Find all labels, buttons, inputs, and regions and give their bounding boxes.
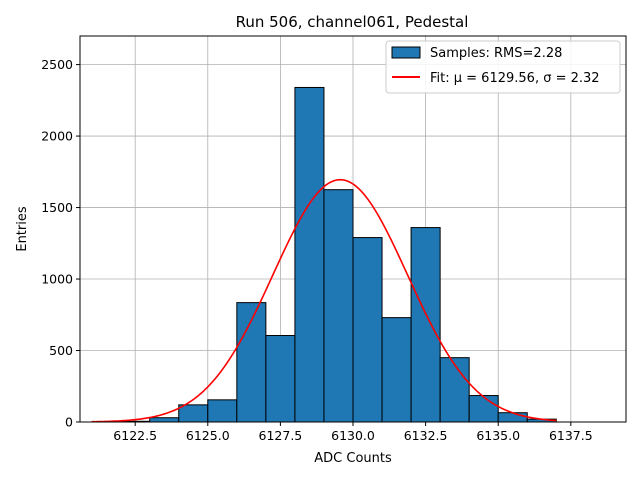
x-tick-label: 6137.5 xyxy=(549,428,593,443)
histogram-bar xyxy=(294,86,325,423)
y-axis-ticks: 0 500 1000 1500 2000 2500 xyxy=(41,57,80,430)
histogram-bar xyxy=(497,412,528,423)
fit-curve xyxy=(91,178,557,423)
histogram-bar xyxy=(265,335,296,423)
histogram-bar xyxy=(323,189,354,423)
x-tick-label: 6127.5 xyxy=(259,428,303,443)
histogram-bars xyxy=(120,86,557,423)
x-tick-label: 6132.5 xyxy=(404,428,448,443)
histogram-bar xyxy=(468,395,499,423)
legend: Samples: RMS=2.28 Fit: μ = 6129.56, σ = … xyxy=(385,40,621,94)
x-tick-label: 6125.0 xyxy=(186,428,230,443)
y-tick-label: 500 xyxy=(49,343,73,358)
y-tick-label: 2000 xyxy=(41,129,73,144)
histogram-bar xyxy=(410,227,441,423)
histogram-bar xyxy=(381,317,412,423)
x-axis-label: ADC Counts xyxy=(314,451,392,466)
histogram-bar xyxy=(439,357,470,423)
legend-histogram-swatch xyxy=(391,46,421,59)
legend-box xyxy=(385,40,621,94)
y-tick-label: 1000 xyxy=(41,272,73,287)
y-tick-label: 0 xyxy=(65,415,73,430)
y-tick-label: 2500 xyxy=(41,57,73,72)
x-tick-label: 6135.0 xyxy=(476,428,520,443)
histogram-bar xyxy=(352,237,383,423)
histogram-bar xyxy=(207,399,238,423)
x-tick-label: 6130.0 xyxy=(331,428,375,443)
y-axis-label: Entries xyxy=(15,206,30,252)
x-tick-label: 6122.5 xyxy=(113,428,157,443)
histogram-bar xyxy=(149,417,180,423)
x-axis-ticks: 6122.5 6125.0 6127.5 6130.0 6132.5 6135.0 6137… xyxy=(113,422,593,443)
histogram-bar xyxy=(178,404,209,423)
legend-histogram-label: Samples: RMS=2.28 xyxy=(430,46,562,61)
chart-title: Run 506, channel061, Pedestal xyxy=(236,13,469,31)
y-tick-label: 1500 xyxy=(41,200,73,215)
legend-fit-label: Fit: μ = 6129.56, σ = 2.32 xyxy=(430,71,600,86)
